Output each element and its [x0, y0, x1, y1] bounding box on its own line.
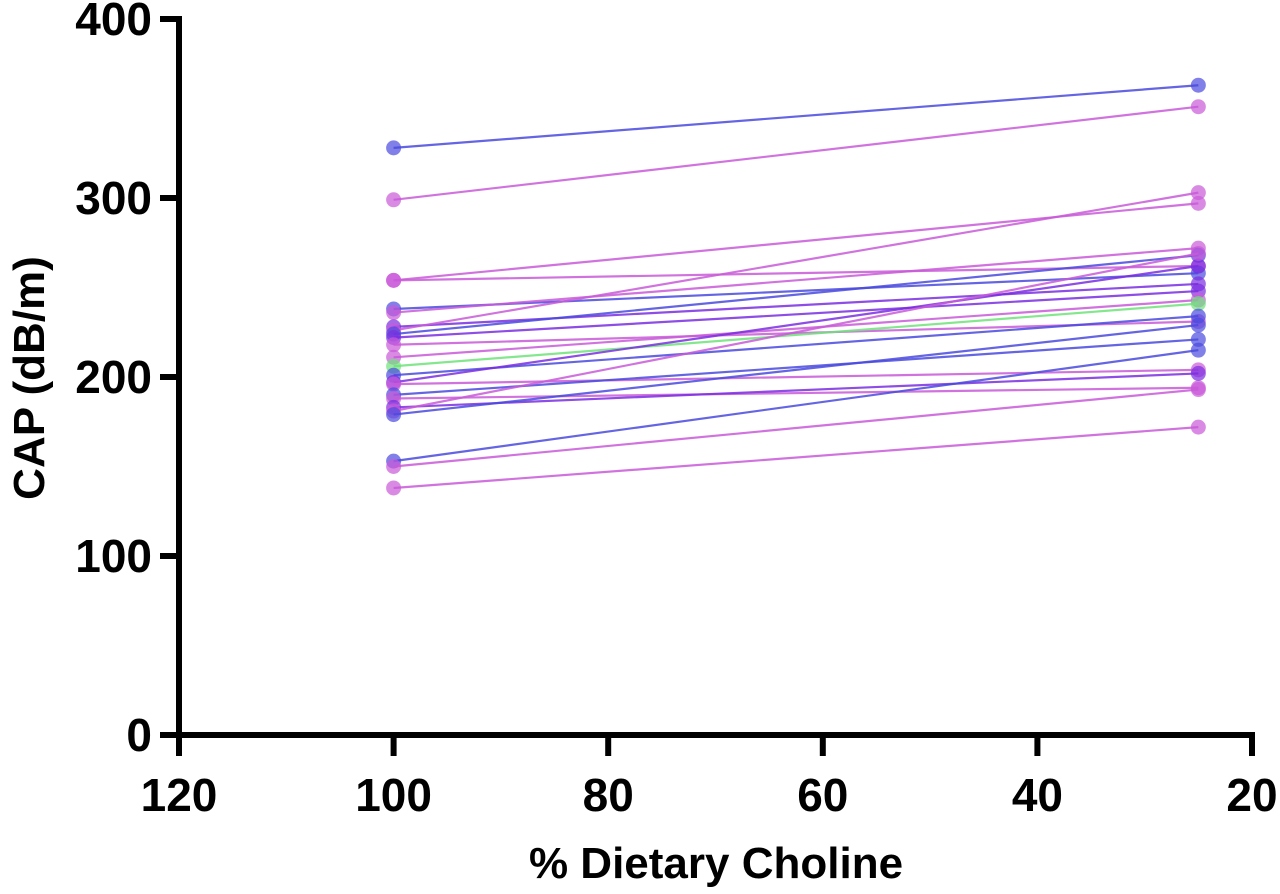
y-tick-label: 200: [75, 351, 152, 403]
data-point: [1190, 77, 1206, 93]
data-point: [386, 140, 402, 156]
x-tick-label: 60: [797, 769, 848, 821]
series-line: [393, 191, 1199, 332]
series-line: [393, 282, 1199, 328]
series-22: [386, 382, 1206, 474]
series-1: [386, 99, 1206, 208]
data-point: [1190, 419, 1206, 435]
series-line: [393, 302, 1199, 368]
y-ticks: 0 100 200 300 400: [75, 0, 179, 761]
series-line: [393, 264, 1199, 384]
data-point: [386, 272, 402, 288]
x-tick-label: 100: [355, 769, 432, 821]
series-line: [393, 105, 1199, 201]
y-tick-label: 300: [75, 172, 152, 224]
series-0: [386, 77, 1206, 156]
x-axis-title: % Dietary Choline: [529, 839, 903, 888]
data-point: [1190, 185, 1206, 201]
series-18: [386, 365, 1206, 415]
y-tick-label: 400: [75, 0, 152, 45]
series-line: [393, 386, 1199, 400]
series-line: [393, 372, 1199, 409]
data-point: [1190, 99, 1206, 115]
series-line: [393, 252, 1199, 413]
data-point: [1190, 382, 1206, 398]
x-ticks: 120 100 80 60 40 20: [141, 735, 1278, 821]
data-point: [386, 305, 402, 321]
series-line: [393, 368, 1199, 386]
series-line: [393, 289, 1199, 339]
data-point: [1190, 331, 1206, 347]
series-line: [393, 298, 1199, 359]
data-point: [1190, 317, 1206, 333]
data-point: [386, 192, 402, 208]
x-tick-label: 120: [141, 769, 218, 821]
series-23: [386, 419, 1206, 496]
y-axis-title: CAP (dB/m): [5, 256, 54, 500]
data-point: [386, 376, 402, 392]
data-point: [386, 407, 402, 423]
series-line: [393, 247, 1199, 314]
series-layer: [386, 77, 1206, 496]
x-tick-label: 20: [1226, 769, 1277, 821]
data-point: [1190, 365, 1206, 381]
data-point: [1190, 296, 1206, 312]
series-21: [386, 342, 1206, 469]
data-point: [386, 337, 402, 353]
series-line: [393, 315, 1199, 377]
series-line: [393, 426, 1199, 490]
data-point: [1190, 245, 1206, 261]
data-point: [1190, 258, 1206, 274]
series-line: [393, 84, 1199, 149]
series-line: [393, 323, 1199, 416]
data-point: [1190, 195, 1206, 211]
data-point: [386, 459, 402, 474]
x-tick-label: 40: [1012, 769, 1063, 821]
series-20: [386, 317, 1206, 423]
series-line: [393, 388, 1199, 468]
series-line: [393, 349, 1199, 463]
series-line: [393, 254, 1199, 336]
y-tick-label: 0: [126, 709, 152, 761]
x-tick-label: 80: [583, 769, 634, 821]
data-point: [1190, 342, 1206, 358]
y-tick-label: 100: [75, 530, 152, 582]
data-point: [386, 480, 402, 496]
